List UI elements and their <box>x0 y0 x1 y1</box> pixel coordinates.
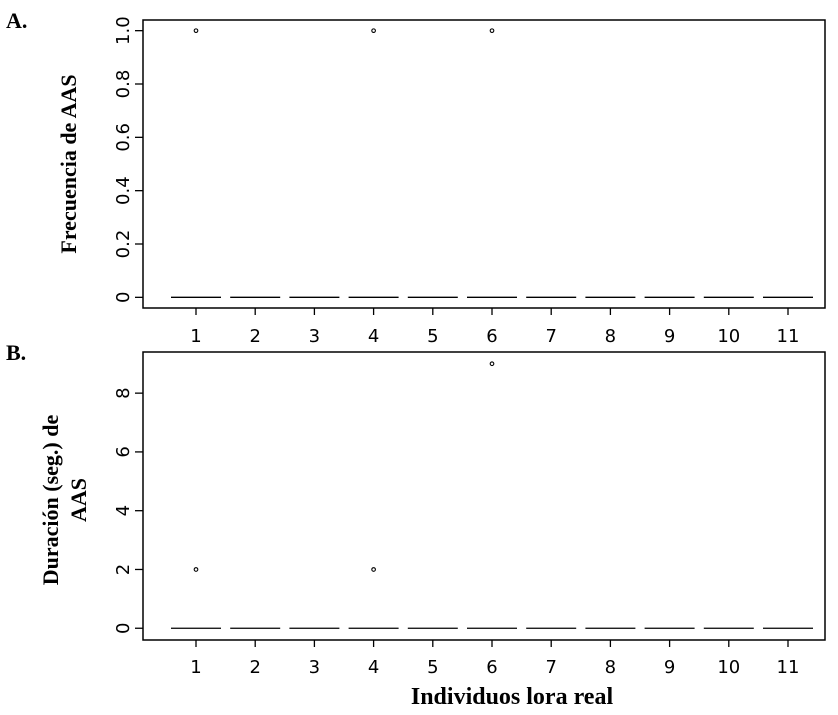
x-tick-label: 9 <box>664 326 675 347</box>
panel-b-plot-frame <box>142 351 826 641</box>
panel-b-marks <box>171 361 813 629</box>
x-tick-label: 5 <box>427 657 438 678</box>
y-tick-label: 0.2 <box>113 230 134 259</box>
x-tick-label: 10 <box>717 657 740 678</box>
outlier-point <box>489 361 495 367</box>
outlier-point <box>371 567 376 572</box>
outlier-point <box>371 28 376 34</box>
x-tick-label: 2 <box>249 657 260 678</box>
y-tick-label: 0.8 <box>113 70 134 99</box>
x-tick-label: 2 <box>249 326 260 347</box>
panel-b-y-axis-label-line-2: AAS <box>66 478 91 522</box>
y-tick-label: 1.0 <box>113 16 134 45</box>
x-tick-label: 3 <box>309 326 320 347</box>
x-tick-label: 5 <box>427 326 438 347</box>
x-tick-label: 9 <box>664 657 675 678</box>
panel-a-plot-frame <box>142 19 826 309</box>
x-tick-label: 4 <box>368 326 379 347</box>
x-tick-label: 8 <box>605 657 616 678</box>
x-tick-label: 4 <box>368 657 379 678</box>
y-tick-label: 4 <box>113 505 134 516</box>
panel-b-y-axis: 0 2 4 6 8 <box>113 387 143 634</box>
panel-b-x-axis-label: Individuos lora real <box>411 684 614 710</box>
panel-a-y-axis-label: Frecuencia de AAS <box>56 74 81 253</box>
y-tick-label: 2 <box>113 564 134 575</box>
x-tick-label: 6 <box>486 657 497 678</box>
x-tick-label: 8 <box>605 326 616 347</box>
panel-a-marks <box>171 28 813 298</box>
y-tick-label: 8 <box>113 387 134 398</box>
panel-b-x-axis: 1 2 3 4 5 6 7 8 9 10 11 <box>190 640 799 678</box>
x-tick-label: 6 <box>486 326 497 347</box>
y-tick-label: 0.6 <box>113 123 134 152</box>
x-tick-label: 1 <box>190 657 201 678</box>
panel-a-letter: A. <box>6 8 27 33</box>
panel-b-y-axis-label-line-1: Duración (seg.) de <box>38 415 63 586</box>
outlier-point <box>193 567 199 572</box>
panel-b-letter: B. <box>6 340 26 365</box>
x-tick-label: 11 <box>777 657 800 678</box>
x-tick-label: 3 <box>309 657 320 678</box>
x-tick-label: 7 <box>545 657 556 678</box>
x-tick-label: 1 <box>190 326 201 347</box>
x-tick-label: 10 <box>717 326 740 347</box>
outlier-point <box>489 28 495 34</box>
x-tick-label: 7 <box>545 326 556 347</box>
outlier-point <box>193 28 199 34</box>
panel-a-y-axis: 0 0.2 0.4 0.6 0.8 1.0 <box>113 16 143 303</box>
y-tick-label: 0 <box>113 623 134 634</box>
x-tick-label: 11 <box>777 326 800 347</box>
y-tick-label: 0.4 <box>113 176 134 205</box>
y-tick-label: 0 <box>113 292 134 303</box>
y-tick-label: 6 <box>113 446 134 457</box>
panel-a-x-axis: 1 2 3 4 5 6 7 8 9 10 11 <box>190 308 799 347</box>
